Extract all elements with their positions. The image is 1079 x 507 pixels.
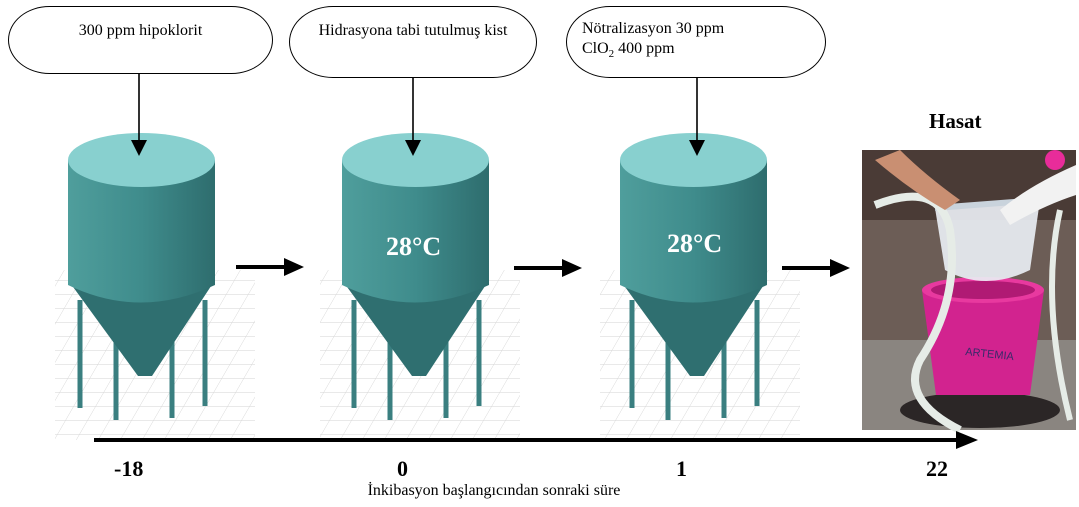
arrow-down-icon bbox=[131, 74, 147, 156]
note-bubble-hypochlorite: 300 ppm hipoklorit bbox=[8, 6, 273, 74]
chem-formula: ClO bbox=[582, 40, 609, 57]
note-text: Hidrasyona tabi tutulmuş kist bbox=[319, 22, 508, 39]
arrow-down-icon bbox=[689, 78, 705, 156]
harvest-title: Hasat bbox=[929, 109, 982, 134]
temperature-label: 28°C bbox=[386, 232, 441, 262]
harvest-photo-icon: ARTEMIA bbox=[862, 150, 1076, 430]
note-text-line1: Nötralizasyon 30 ppm bbox=[582, 20, 724, 37]
note-text: 300 ppm hipoklorit bbox=[79, 22, 203, 39]
note-bubble-hydrated-cyst: Hidrasyona tabi tutulmuş kist bbox=[289, 6, 537, 78]
temperature-label: 28°C bbox=[667, 229, 722, 259]
time-tick: 22 bbox=[926, 456, 948, 482]
note-text-line2: ClO2 400 ppm bbox=[582, 39, 825, 64]
arrow-right-icon bbox=[514, 259, 582, 277]
concentration: 400 ppm bbox=[614, 40, 674, 57]
arrow-down-icon bbox=[405, 78, 421, 156]
time-tick: -18 bbox=[114, 456, 143, 482]
time-tick: 0 bbox=[397, 456, 408, 482]
note-bubble-neutralization: Nötralizasyon 30 ppm ClO2 400 ppm bbox=[566, 6, 826, 78]
axis-label: İnkibasyon başlangıcından sonraki süre bbox=[244, 482, 744, 500]
time-tick: 1 bbox=[676, 456, 687, 482]
